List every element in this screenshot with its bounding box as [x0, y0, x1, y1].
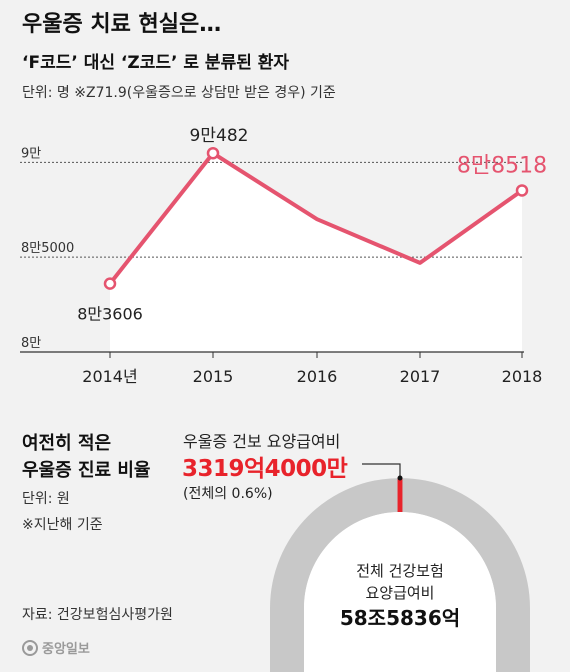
x-tick-label: 2016 — [297, 367, 338, 386]
ring-hole-lower — [304, 608, 496, 672]
total-ring — [270, 478, 530, 608]
total-ring-right — [496, 608, 530, 672]
x-tick-label: 2014년 — [82, 367, 137, 386]
data-point — [515, 184, 529, 197]
x-tick-label: 2017 — [400, 367, 441, 386]
unit-note: 단위: 명 ※Z71.9(우울증으로 상담만 받은 경우) 기준 — [22, 85, 336, 101]
data-label: 9만482 — [190, 126, 249, 146]
section2-note: ※지난해 기준 — [22, 517, 103, 533]
highlight-share: (전체의 0.6%) — [183, 486, 273, 502]
logo-mark-icon — [22, 639, 38, 656]
data-point — [103, 277, 117, 290]
data-point — [206, 146, 220, 160]
y-tick-label: 9만 — [21, 146, 41, 161]
publisher-logo: 중앙일보 — [22, 638, 90, 657]
x-tick-label: 2018 — [502, 367, 543, 386]
section2-unit-note: 단위: 원 — [22, 491, 70, 507]
area-fill — [110, 153, 522, 352]
section2-title-line: 여전히 적은 — [22, 433, 112, 454]
y-tick-label: 8만5000 — [21, 241, 74, 256]
total-label-line2: 요양급여비 — [365, 584, 435, 602]
source-note: 자료: 건강보험심사평가원 — [22, 607, 173, 623]
total-ring-left — [270, 608, 304, 672]
series-line — [108, 151, 524, 286]
logo-text: 중앙일보 — [42, 642, 90, 657]
y-tick-label: 8만 — [21, 336, 41, 351]
highlight-slice — [397, 478, 403, 512]
leader-line — [362, 463, 401, 478]
chart-subtitle: ‘F코드’ 대신 ‘Z코드’ 로 분류된 환자 — [22, 53, 290, 73]
data-label: 8만8518 — [457, 153, 547, 178]
highlight-value: 3319억4000만 — [182, 456, 348, 482]
page-title: 우울증 치료 현실은… — [22, 12, 222, 37]
data-label: 8만3606 — [77, 305, 143, 324]
total-label-line1: 전체 건강보험 — [356, 562, 444, 580]
total-block: 전체 건강보험 요양급여비 58조5836억 — [290, 560, 510, 629]
highlight-label: 우울증 건보 요양급여비 — [183, 432, 341, 451]
section2-title-line: 우울증 진료 비율 — [22, 460, 151, 481]
leader-dot — [397, 475, 403, 481]
total-value: 58조5836억 — [339, 606, 461, 630]
x-tick-label: 2015 — [193, 367, 234, 386]
